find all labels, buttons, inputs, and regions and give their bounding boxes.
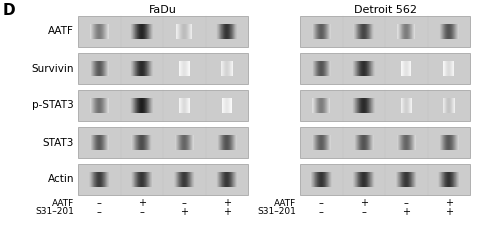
Text: AATF: AATF [274, 199, 296, 207]
Bar [300, 90, 470, 121]
Text: D: D [3, 3, 16, 18]
Text: Survivin: Survivin [32, 63, 74, 74]
Bar [78, 90, 248, 121]
Bar [300, 16, 470, 47]
Bar [78, 127, 248, 158]
Text: S31–201: S31–201 [35, 207, 74, 216]
Text: Detroit 562: Detroit 562 [354, 5, 416, 15]
Text: –: – [319, 198, 324, 208]
Text: +: + [360, 198, 368, 208]
Bar [300, 53, 470, 84]
Text: –: – [140, 207, 144, 217]
Text: –: – [319, 207, 324, 217]
Text: –: – [97, 198, 102, 208]
Text: –: – [362, 207, 366, 217]
Text: –: – [404, 198, 408, 208]
Text: AATF: AATF [48, 27, 74, 36]
Text: –: – [97, 207, 102, 217]
Text: +: + [402, 207, 410, 217]
Bar [78, 53, 248, 84]
Text: +: + [223, 207, 231, 217]
Text: +: + [445, 207, 453, 217]
Bar [300, 127, 470, 158]
Bar [78, 164, 248, 195]
Text: +: + [445, 198, 453, 208]
Bar [78, 16, 248, 47]
Text: Actin: Actin [48, 174, 74, 184]
Text: –: – [182, 198, 186, 208]
Bar [300, 164, 470, 195]
Text: FaDu: FaDu [149, 5, 177, 15]
Text: STAT3: STAT3 [42, 138, 74, 148]
Text: +: + [223, 198, 231, 208]
Text: S31–201: S31–201 [257, 207, 296, 216]
Text: +: + [180, 207, 188, 217]
Text: AATF: AATF [52, 199, 74, 207]
Text: p-STAT3: p-STAT3 [32, 101, 74, 110]
Text: +: + [138, 198, 146, 208]
